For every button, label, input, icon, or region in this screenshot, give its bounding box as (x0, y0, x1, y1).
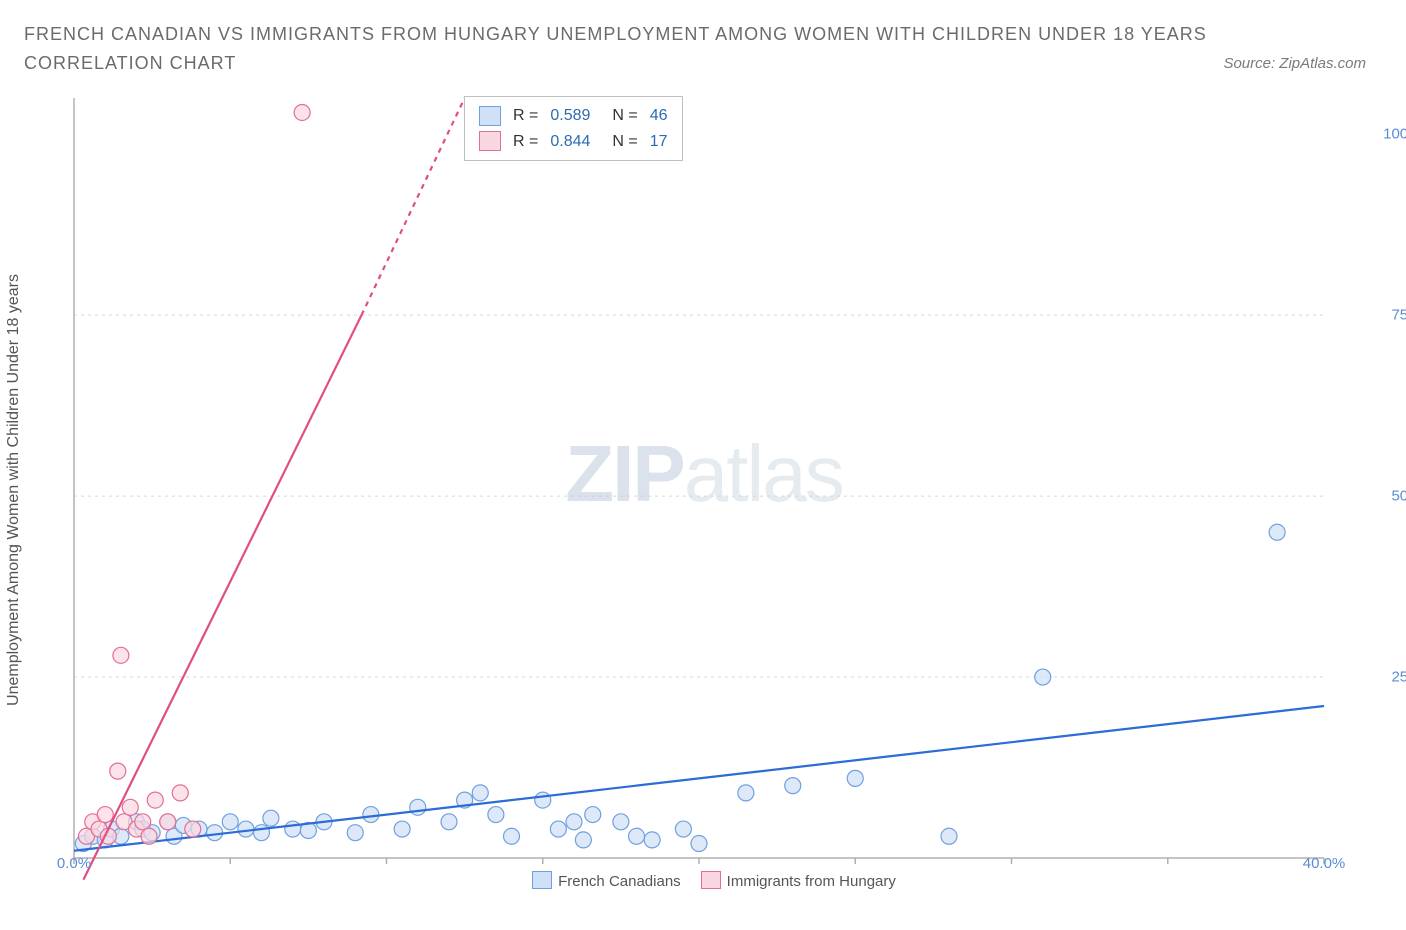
legend-swatch (532, 871, 552, 889)
x-tick-label: 40.0% (1303, 855, 1346, 872)
x-tick-label: 0.0% (57, 855, 91, 872)
n-value: 17 (650, 129, 668, 155)
y-tick-label: 25.0% (1391, 669, 1406, 686)
n-value: 46 (650, 103, 668, 129)
r-label: R = (513, 129, 538, 155)
legend-swatch (479, 106, 501, 126)
stats-legend-box: R = 0.589 N = 46 R = 0.844 N = 17 (464, 96, 683, 161)
chart-title-line2: CORRELATION CHART (24, 49, 236, 78)
chart-title-line1: FRENCH CANADIAN VS IMMIGRANTS FROM HUNGA… (24, 20, 1406, 49)
y-tick-label: 100.0% (1383, 126, 1406, 143)
series-legend: French Canadians Immigrants from Hungary (24, 871, 1384, 890)
legend-swatch (701, 871, 721, 889)
r-value: 0.589 (550, 103, 590, 129)
r-value: 0.844 (550, 129, 590, 155)
legend-swatch (479, 131, 501, 151)
chart-area: Unemployment Among Women with Children U… (24, 90, 1384, 890)
source-label: Source: ZipAtlas.com (1223, 55, 1366, 72)
r-label: R = (513, 103, 538, 129)
stats-row: R = 0.589 N = 46 (479, 103, 668, 129)
scatter-plot-svg (24, 90, 1384, 890)
n-label: N = (612, 103, 637, 129)
y-tick-label: 75.0% (1391, 307, 1406, 324)
legend-label: Immigrants from Hungary (727, 873, 896, 890)
y-axis-label: Unemployment Among Women with Children U… (5, 274, 23, 706)
y-tick-label: 50.0% (1391, 488, 1406, 505)
title-block: FRENCH CANADIAN VS IMMIGRANTS FROM HUNGA… (0, 0, 1406, 78)
legend-label: French Canadians (558, 873, 681, 890)
n-label: N = (612, 129, 637, 155)
stats-row: R = 0.844 N = 17 (479, 129, 668, 155)
